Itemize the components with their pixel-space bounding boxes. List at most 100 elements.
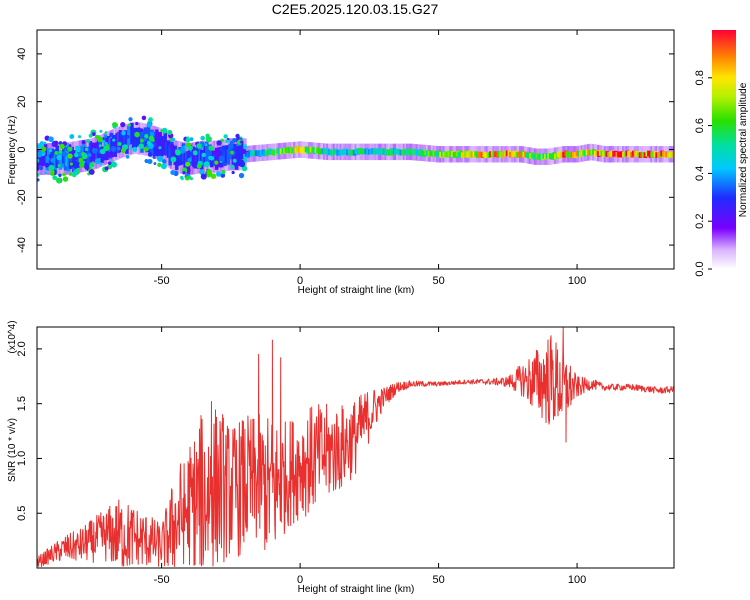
heat-speckle — [37, 172, 40, 177]
heat-speckle — [84, 147, 89, 152]
heat-speckle — [167, 129, 173, 135]
snr-series-line — [37, 327, 674, 567]
heat-speckle — [132, 146, 138, 152]
heat-speckle — [149, 131, 155, 137]
heat-speckle — [214, 160, 219, 165]
heat-speckle — [50, 157, 56, 163]
heat-speckle — [230, 150, 234, 155]
heat-speckle — [44, 162, 50, 168]
heat-speckle — [113, 142, 117, 146]
heat-speckle — [182, 171, 186, 175]
heat-speckle — [77, 135, 82, 139]
heat-speckle — [78, 157, 84, 163]
snr-line-layer — [37, 327, 674, 567]
snr-x-tick-label: 100 — [568, 574, 586, 586]
snr-y-tick-label: 0.5 — [16, 506, 28, 521]
heat-speckle — [161, 159, 167, 164]
heat-speckle — [157, 155, 164, 162]
heat-speckle — [83, 152, 87, 157]
heat-speckle — [179, 160, 184, 166]
heat-speckle — [219, 147, 224, 152]
heat-speckle — [81, 140, 86, 145]
heat-speckle — [225, 139, 229, 143]
heat-speckle — [75, 162, 81, 168]
heat-speckle — [37, 143, 43, 149]
heat-speckle — [68, 144, 72, 147]
heat-speckle — [239, 161, 246, 168]
heat-speckle — [180, 175, 184, 180]
snr-x-tick-label: 50 — [432, 574, 444, 586]
heat-speckle — [227, 139, 231, 143]
snr-axes: -50 0 50 100 0.5 1.0 1.5 2.0 — [16, 327, 674, 586]
heat-speckle — [152, 152, 157, 157]
heat-speckle — [121, 130, 126, 136]
heat-speckle — [140, 138, 144, 143]
heat-speckle — [152, 156, 156, 160]
heat-speckle — [89, 164, 93, 169]
heat-speckle — [187, 157, 192, 163]
heat-speckle — [44, 171, 48, 175]
heat-speckle — [205, 136, 212, 143]
heat-speckle — [79, 162, 85, 168]
heat-speckle — [146, 122, 152, 128]
heat-speckle — [135, 121, 139, 126]
heat-speckle — [196, 163, 202, 169]
heat-speckle — [43, 141, 47, 145]
heat-speckle — [128, 117, 133, 122]
heat-speckle — [138, 143, 145, 150]
heat-speckle — [223, 134, 228, 139]
colorbar: 0.0 0.2 0.4 0.6 0.8 Normalized spectral ampl… — [694, 30, 749, 277]
heat-speckle — [192, 150, 198, 156]
heat-speckle — [48, 148, 53, 153]
snr-panel: -50 0 50 100 0.5 1.0 1.5 2.0 Height of straight… — [7, 320, 675, 595]
spectrogram-x-tick-label: 0 — [297, 275, 303, 287]
heat-speckle — [37, 158, 40, 163]
heat-speckle — [99, 129, 103, 133]
heat-speckle — [220, 138, 224, 143]
heat-speckle — [106, 151, 114, 158]
heat-speckle — [230, 164, 235, 169]
heat-speckle — [104, 141, 108, 146]
heat-speckle — [91, 132, 96, 137]
heat-speckle — [110, 145, 117, 152]
spectrogram-x-tick-label: 50 — [432, 275, 444, 287]
colorbar-tick-label: 0.2 — [694, 214, 706, 229]
heat-speckle — [125, 155, 130, 159]
spectrogram-y-label: Frequency (Hz) — [7, 116, 18, 185]
heat-speckle — [205, 133, 210, 138]
spectrogram-frame — [36, 29, 675, 270]
heat-speckle — [216, 140, 222, 146]
heat-speckle — [46, 157, 50, 161]
heat-speckle — [120, 121, 126, 128]
heat-speckle — [153, 162, 157, 166]
heat-speckle — [241, 165, 248, 172]
heat-speckle — [170, 170, 176, 175]
colorbar-tick-label: 0.6 — [694, 118, 706, 133]
heat-speckle — [161, 127, 168, 134]
heat-speckle — [62, 151, 68, 157]
spectrogram-x-tick-label: 100 — [568, 275, 586, 287]
heat-speckle — [102, 139, 105, 143]
heat-speckle — [144, 146, 149, 152]
heat-speckle — [174, 149, 182, 156]
heat-speckle — [169, 144, 175, 150]
heat-speckle — [160, 129, 164, 133]
heat-speckle — [189, 137, 194, 142]
heat-speckle — [55, 177, 62, 184]
heat-speckle — [48, 164, 55, 171]
spectrogram-y-tick-label: 20 — [16, 96, 28, 108]
heat-speckle — [134, 131, 140, 138]
heat-cell — [208, 144, 212, 166]
spectrogram-panel: -50 0 50 100 -40 -20 0 20 40 Height of straight … — [7, 29, 675, 296]
colorbar-tick-label: 0.8 — [694, 70, 706, 85]
heat-speckle — [48, 136, 54, 143]
heat-speckle — [206, 170, 213, 178]
heat-speckle — [56, 154, 62, 161]
snr-y-tick-label: 2.0 — [16, 341, 28, 356]
heat-speckle — [211, 146, 215, 150]
heat-speckle — [109, 132, 114, 137]
heat-speckle — [104, 166, 109, 171]
heat-speckle — [67, 146, 73, 152]
heat-speckle — [84, 164, 91, 171]
heat-speckle — [143, 137, 147, 142]
